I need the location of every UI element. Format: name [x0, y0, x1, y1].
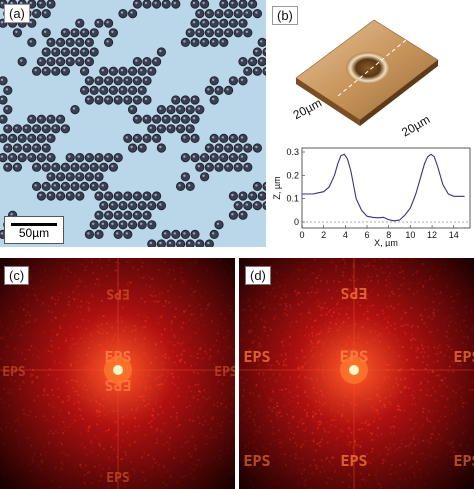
eps-pattern-text: EPS — [243, 348, 270, 366]
x-tick-label: 14 — [449, 230, 459, 240]
scale-bar-line — [11, 223, 57, 226]
micrograph-panel-a: (a) 50µm — [0, 0, 266, 247]
eps-pattern-text: EPS — [340, 347, 369, 366]
eps-pattern-text: EPS — [453, 348, 474, 366]
panel-label-d: (d) — [245, 266, 271, 285]
dim-label-right: 20µm — [399, 112, 432, 139]
x-tick-label: 6 — [365, 230, 370, 240]
x-tick-label: 12 — [427, 230, 437, 240]
eps-pattern-text: EPS — [214, 365, 235, 380]
microsphere-pattern — [0, 0, 266, 247]
afm-3d-surface — [295, 19, 439, 126]
y-tick-label: 0.3 — [286, 147, 299, 157]
y-tick-label: 0 — [294, 217, 299, 227]
x-tick-label: 4 — [343, 230, 348, 240]
panel-label-c: (c) — [4, 266, 30, 285]
profile-series-line — [302, 153, 465, 222]
x-tick-label: 8 — [386, 230, 391, 240]
eps-pattern-text: EPS — [243, 452, 270, 470]
scale-bar: 50µm — [4, 216, 64, 244]
y-tick-label: 0.1 — [286, 194, 299, 204]
speckle-texture — [0, 258, 235, 489]
eps-pattern-text: EPS — [2, 365, 26, 380]
profile-chart: 0 0.1 0.2 0.3 0 2 4 6 8 10 12 14 X, µm Z, µm — [272, 147, 471, 247]
x-axis-label: X, µm — [374, 238, 398, 247]
afm-panel-b: 20µm 20µm 0 0.1 0.2 0.3 0 2 4 6 8 10 12 14 X, µm Z… — [268, 0, 474, 247]
eps-pattern-text: EPS — [340, 452, 367, 470]
x-ticks: 0 2 4 6 8 10 12 14 — [299, 225, 459, 240]
eps-pattern-text: EPS — [340, 284, 367, 302]
eps-pattern-text: EPS — [106, 471, 130, 486]
afm-figure: 20µm 20µm 0 0.1 0.2 0.3 0 2 4 6 8 10 12 14 X, µm Z… — [272, 19, 471, 247]
panel-label-a: (a) — [4, 4, 30, 23]
profile-line — [337, 39, 407, 97]
eps-pattern-text: EPS — [104, 348, 131, 366]
y-axis-label: Z, µm — [272, 176, 282, 199]
diffraction-panel-d: EPS EPS EPS EPS EPS EPS EPS (d) — [239, 258, 474, 489]
eps-pattern-text: EPS — [453, 452, 474, 470]
speckle-texture — [239, 258, 474, 489]
diffraction-pattern-c: EPS EPS EPS EPS EPS EPS — [0, 258, 235, 489]
dim-label-left: 20µm — [291, 96, 324, 123]
diffraction-pattern-d: EPS EPS EPS EPS EPS EPS EPS — [239, 258, 474, 489]
microsphere-dots — [0, 0, 266, 247]
panel-label-b: (b) — [272, 6, 298, 25]
scale-bar-label: 50µm — [18, 226, 50, 240]
diffraction-panel-c: EPS EPS EPS EPS EPS EPS (c) — [0, 258, 235, 489]
crater-feature — [346, 52, 390, 84]
plot-frame — [301, 147, 471, 229]
y-tick-label: 0.2 — [286, 170, 299, 180]
eps-pattern-text: EPS — [106, 285, 130, 300]
x-tick-label: 0 — [299, 230, 304, 240]
x-tick-label: 10 — [405, 230, 415, 240]
x-tick-label: 2 — [321, 230, 326, 240]
eps-pattern-text: EPS — [104, 376, 131, 394]
